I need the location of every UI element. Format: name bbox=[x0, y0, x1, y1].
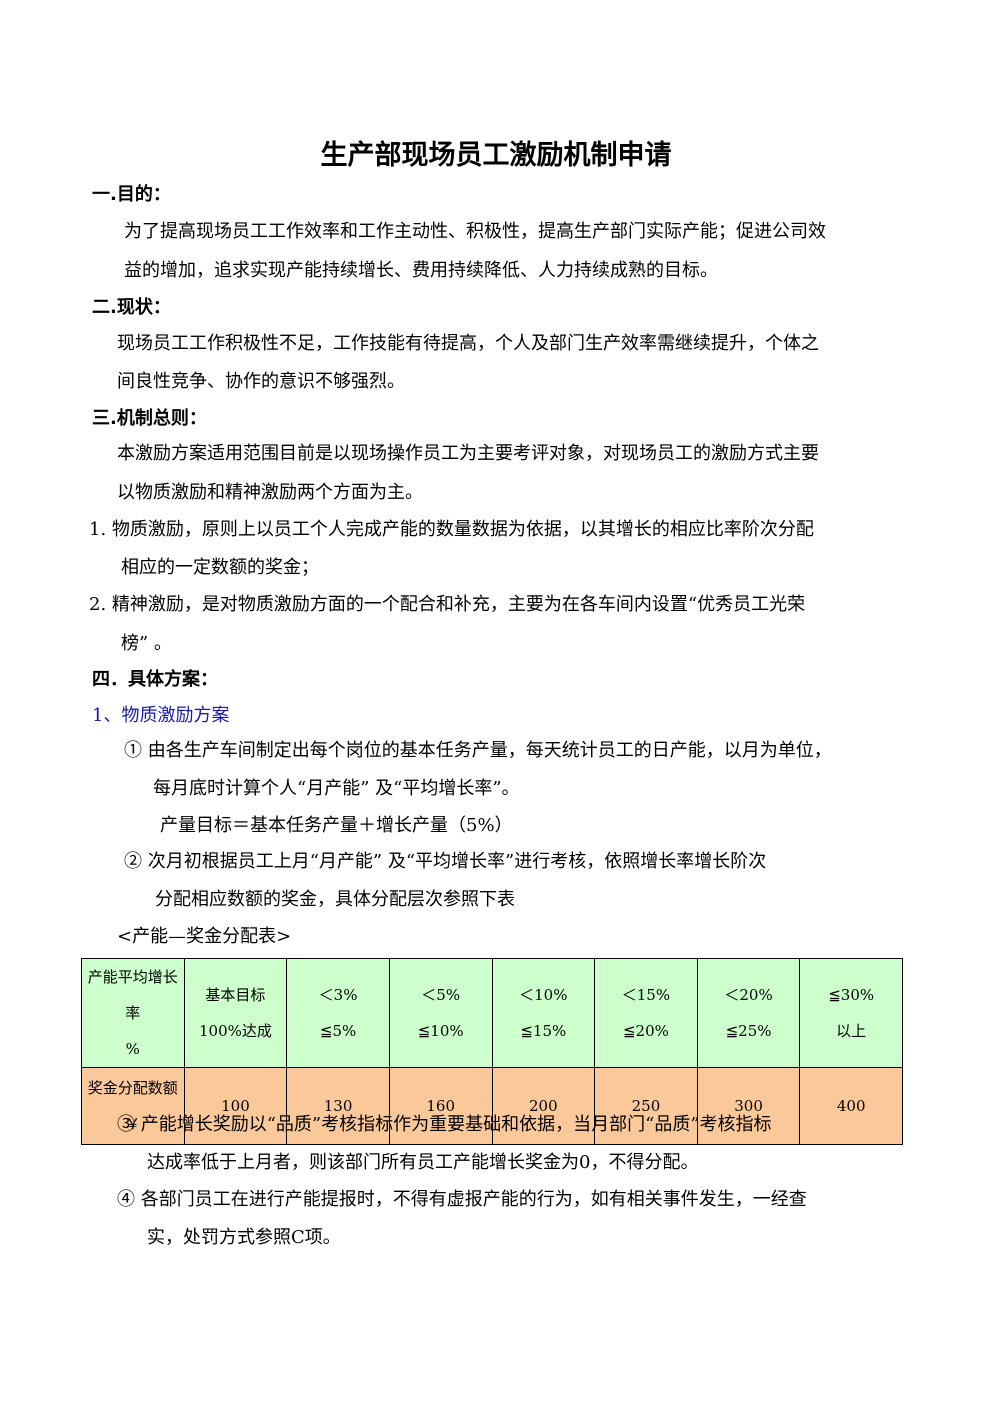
purpose-line-2: 益的增加，追求实现产能持续增长、费用持续降低、人力持续成熟的目标。 bbox=[124, 260, 718, 281]
value-cell: 400 bbox=[799, 1067, 903, 1145]
plan-p3-line-2: 达成率低于上月者，则该部门所有员工产能增长奖金为0，不得分配。 bbox=[147, 1152, 699, 1173]
header-cell: ＜3% ≦5% bbox=[286, 958, 390, 1068]
table-value-row: 奖金分配数额￥ 100 130 160 200 250 300 400 bbox=[81, 1067, 903, 1145]
status-line-1: 现场员工工作积极性不足，工作技能有待提高，个人及部门生产效率需继续提升，个体之 bbox=[117, 333, 819, 354]
purpose-line-1: 为了提高现场员工工作效率和工作主动性、积极性，提高生产部门实际产能；促进公司效 bbox=[124, 221, 826, 242]
principles-item1-line-1: 1. 物质激励，原则上以员工个人完成产能的数量数据为依据，以其增长的相应比率阶次… bbox=[89, 519, 814, 540]
header-cell: ＜10% ≦15% bbox=[491, 958, 596, 1068]
principles-line-1: 本激励方案适用范围目前是以现场操作员工为主要考评对象，对现场员工的激励方式主要 bbox=[117, 443, 819, 464]
value-cell: 100 bbox=[183, 1067, 288, 1145]
header-cell: 基本目标 100%达成 bbox=[183, 958, 288, 1068]
capacity-bonus-table: 产能平均增长率% 基本目标 100%达成 ＜3% ≦5% ＜5% ≦10% ＜10% ≦… bbox=[81, 958, 903, 1145]
plan-p4-line-1: ④ 各部门员工在进行产能提报时，不得有虚报产能的行为，如有相关事件发生，一经查 bbox=[117, 1189, 807, 1210]
principles-item1-line-2: 相应的一定数额的奖金； bbox=[121, 557, 319, 578]
document-title: 生产部现场员工激励机制申请 bbox=[320, 140, 672, 171]
subheading-material-incentive: 1、物质激励方案 bbox=[92, 705, 230, 726]
header-cell: ＜5% ≦10% bbox=[388, 958, 493, 1068]
value-cell: 300 bbox=[696, 1067, 801, 1145]
plan-p1-formula: 产量目标＝基本任务产量＋增长产量（5%） bbox=[160, 815, 513, 836]
value-cell: 130 bbox=[286, 1067, 390, 1145]
row-label-cell: 奖金分配数额￥ bbox=[81, 1067, 185, 1145]
principles-line-2: 以物质激励和精神激励两个方面为主。 bbox=[117, 482, 423, 503]
plan-p1-line-1: ① 由各生产车间制定出每个岗位的基本任务产量，每天统计员工的日产能，以月为单位， bbox=[124, 740, 832, 761]
table-caption: <产能—奖金分配表> bbox=[117, 926, 292, 947]
principles-item2-line-2: 榜” 。 bbox=[121, 633, 172, 654]
principles-item2-line-1: 2. 精神激励，是对物质激励方面的一个配合和补充，主要为在各车间内设置“优秀员工… bbox=[89, 594, 806, 615]
plan-p4-line-2: 实，处罚方式参照C项。 bbox=[147, 1227, 341, 1248]
section-heading-purpose: 一.目的： bbox=[92, 184, 171, 205]
plan-p3-line-1: ③ 产能增长奖励以“品质”考核指标作为重要基础和依据，当月部门“品质”考核指标 bbox=[117, 1114, 772, 1135]
header-cell: ＜20% ≦25% bbox=[696, 958, 801, 1068]
value-cell: 250 bbox=[594, 1067, 698, 1145]
status-line-2: 间良性竞争、协作的意识不够强烈。 bbox=[117, 371, 405, 392]
section-heading-plan: 四．具体方案： bbox=[92, 669, 218, 690]
section-heading-status: 二.现状： bbox=[92, 297, 171, 318]
header-cell: ≦30% 以上 bbox=[799, 958, 903, 1068]
plan-p1-line-2: 每月底时计算个人“月产能” 及“平均增长率”。 bbox=[153, 778, 520, 799]
header-cell: ＜15% ≦20% bbox=[594, 958, 698, 1068]
plan-p2-line-1: ② 次月初根据员工上月“月产能” 及“平均增长率”进行考核，依照增长率增长阶次 bbox=[124, 851, 767, 872]
plan-p2-line-2: 分配相应数额的奖金，具体分配层次参照下表 bbox=[155, 889, 515, 910]
section-heading-principles: 三.机制总则： bbox=[92, 408, 207, 429]
header-cell: 产能平均增长率% bbox=[81, 958, 185, 1068]
table-header-row: 产能平均增长率% 基本目标 100%达成 ＜3% ≦5% ＜5% ≦10% ＜10% ≦… bbox=[81, 958, 903, 1068]
value-cell: 200 bbox=[491, 1067, 596, 1145]
